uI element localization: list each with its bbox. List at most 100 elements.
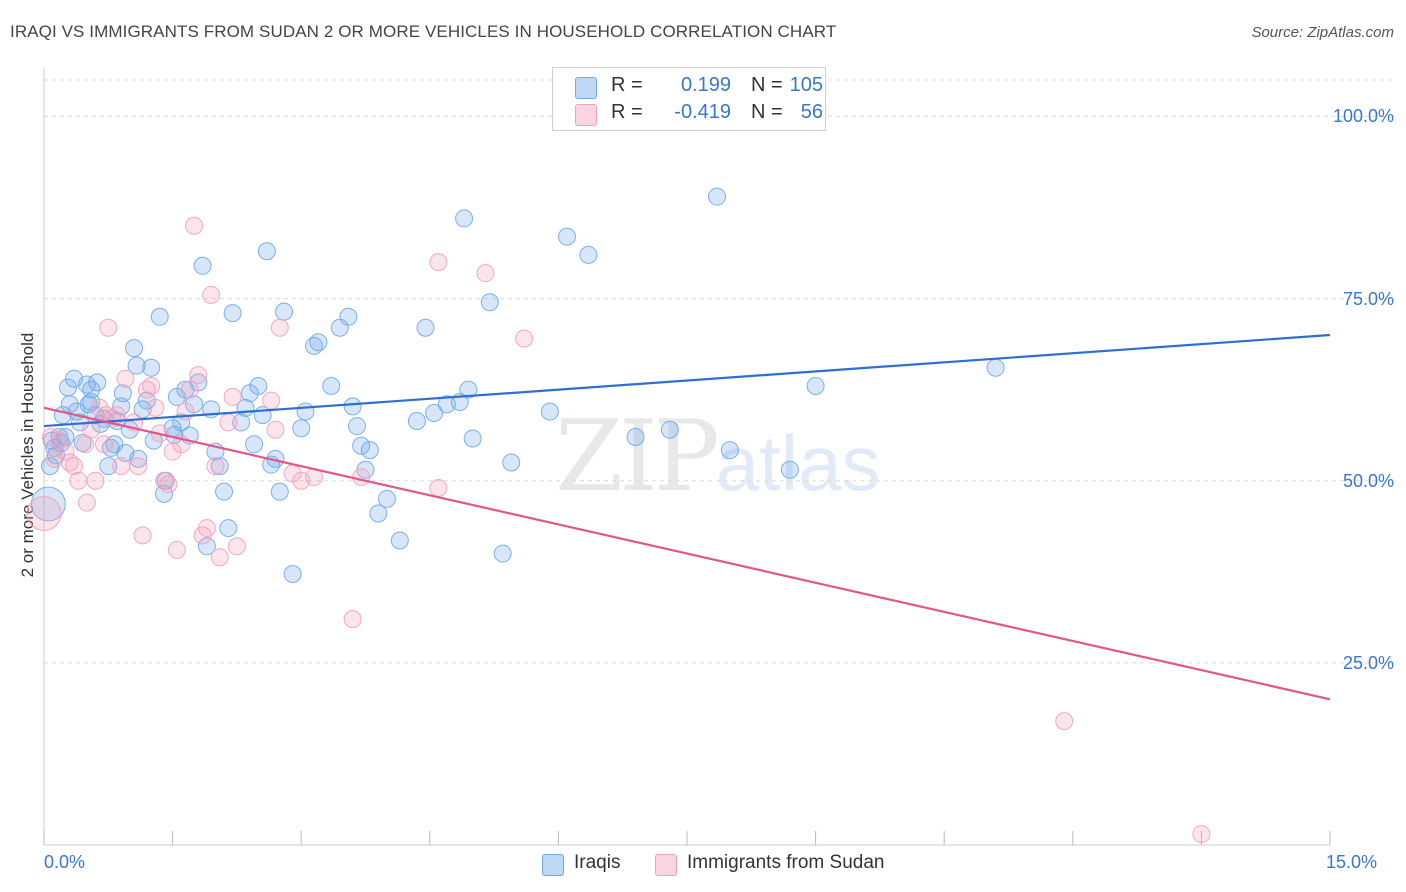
iraqis-point: [343, 397, 362, 416]
iraqis-point: [708, 187, 727, 206]
sudan-point: [77, 493, 96, 512]
iraqis-point: [720, 441, 739, 460]
iraqis-point: [660, 420, 679, 439]
legend-label: Iraqis: [574, 852, 621, 873]
axes: [43, 68, 1331, 846]
iraqis-point: [129, 449, 148, 468]
sudan-point: [352, 468, 371, 487]
sudan-legend-swatch: [655, 854, 677, 876]
sudan-point: [133, 526, 152, 545]
sudan-point: [50, 431, 69, 450]
source-label: Source: ZipAtlas.com: [1251, 24, 1394, 41]
x-tick-label-max: 15.0%: [1326, 852, 1378, 872]
stats-legend: R = 0.199 N = 105 R = -0.419 N = 56: [552, 67, 826, 131]
iraqis-point: [390, 531, 409, 550]
iraqis-point: [215, 482, 234, 501]
iraqis-trend-line: [43, 333, 1331, 428]
iraqis-point: [352, 436, 371, 455]
iraqis-point: [172, 413, 191, 432]
iraqis-point: [986, 358, 1005, 377]
grid: [44, 79, 1392, 664]
sudan-point: [197, 519, 216, 538]
iraqis-point: [133, 400, 152, 419]
iraqis-point: [150, 307, 169, 326]
sudan-point: [270, 318, 289, 337]
iraqis-point: [30, 486, 66, 522]
iraqis-point: [369, 504, 388, 523]
n-value: 56: [800, 101, 823, 123]
sudan-point: [129, 457, 148, 476]
r-value: 0.199: [680, 74, 731, 96]
sudan-point: [142, 377, 161, 395]
sudan-point: [82, 420, 101, 439]
iraqis-point: [780, 460, 799, 479]
iraqis-legend-swatch: [542, 854, 564, 876]
sudan-point: [69, 471, 88, 490]
sudan-points: [26, 216, 1211, 844]
iraqis-point: [245, 435, 264, 454]
iraqis-point: [257, 242, 276, 261]
iraqis-point: [557, 227, 576, 246]
iraqis-point: [283, 564, 302, 583]
n-label: N =: [751, 101, 783, 123]
y-tick-label: 25.0%: [1342, 652, 1394, 673]
sudan-point: [185, 216, 204, 235]
iraqis-point: [579, 245, 598, 264]
sudan-point: [206, 457, 225, 476]
iraqis-point: [193, 256, 212, 275]
iraqis-point: [197, 537, 216, 556]
sudan-point: [343, 610, 362, 629]
iraqis-point: [270, 482, 289, 501]
x-tick-label-min: 0.0%: [44, 852, 86, 872]
sudan-point: [1055, 712, 1074, 731]
sudan-point: [45, 449, 64, 468]
iraqis-point: [125, 339, 144, 358]
iraqis-point: [127, 356, 146, 375]
iraqis-point: [82, 380, 101, 399]
y-tick-label: 50.0%: [1342, 470, 1394, 491]
sudan-point: [159, 475, 178, 494]
iraqis-point: [377, 489, 396, 508]
r-label: R =: [611, 101, 643, 123]
sudan-point: [1192, 825, 1211, 844]
iraqis-point: [113, 384, 132, 403]
sudan-point: [515, 329, 534, 348]
iraqis-point: [223, 304, 242, 323]
iraqis-point: [626, 428, 645, 446]
sudan-point: [90, 398, 109, 417]
legend-label: Immigrants from Sudan: [687, 852, 885, 873]
sudan-point: [202, 285, 221, 304]
sudan-point: [227, 537, 246, 556]
iraqis-point: [540, 402, 559, 421]
iraqis-point: [88, 373, 107, 392]
iraqis-point: [322, 377, 341, 395]
iraqis-point: [502, 453, 521, 472]
sudan-point: [180, 380, 199, 399]
r-label: R =: [611, 74, 643, 96]
iraqis-point: [292, 419, 311, 438]
iraqis-point: [112, 397, 131, 416]
iraqis-point: [142, 358, 161, 377]
iraqis-point: [249, 377, 268, 395]
sudan-point: [219, 413, 238, 432]
iraqis-point: [232, 413, 251, 432]
iraqis-point: [79, 395, 98, 414]
y-tick-label: 75.0%: [1342, 288, 1394, 309]
iraqis-point: [339, 307, 358, 326]
sudan-point: [26, 496, 62, 531]
sudan-point: [476, 264, 495, 283]
iraqis-point: [275, 302, 294, 321]
iraqis-point: [99, 457, 118, 476]
iraqis-point: [407, 411, 426, 430]
sudan-point: [167, 540, 186, 559]
sudan-point: [56, 442, 75, 461]
sudan-point: [65, 457, 84, 476]
sudan-point: [112, 457, 131, 476]
iraqis-points: [30, 187, 1005, 583]
iraqis-point: [347, 417, 366, 436]
n-label: N =: [751, 74, 783, 96]
r-value: -0.419: [674, 101, 731, 123]
iraqis-point: [455, 209, 474, 228]
sudan-point: [210, 548, 229, 567]
